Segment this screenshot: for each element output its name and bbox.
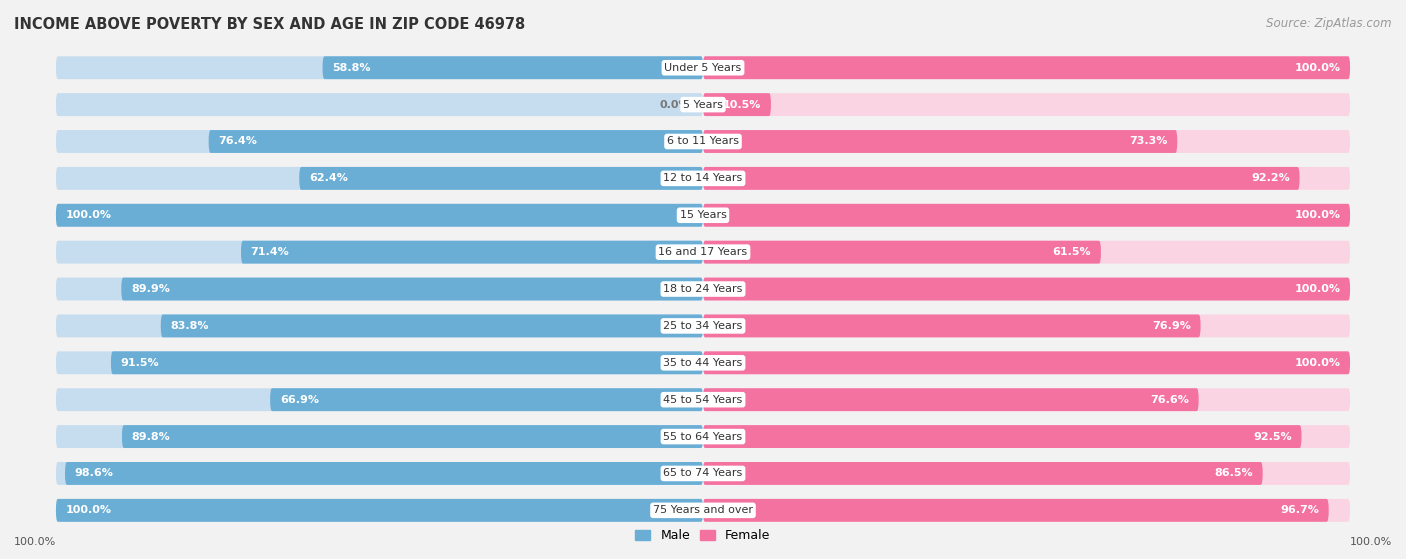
Text: 18 to 24 Years: 18 to 24 Years [664, 284, 742, 294]
Text: 65 to 74 Years: 65 to 74 Years [664, 468, 742, 479]
Text: 92.5%: 92.5% [1253, 432, 1292, 442]
FancyBboxPatch shape [703, 204, 1350, 227]
FancyBboxPatch shape [56, 462, 703, 485]
FancyBboxPatch shape [270, 389, 703, 411]
FancyBboxPatch shape [703, 93, 1350, 116]
Text: 61.5%: 61.5% [1053, 247, 1091, 257]
Text: 0.0%: 0.0% [659, 100, 690, 110]
Text: 98.6%: 98.6% [75, 468, 114, 479]
Text: 16 and 17 Years: 16 and 17 Years [658, 247, 748, 257]
Text: 45 to 54 Years: 45 to 54 Years [664, 395, 742, 405]
FancyBboxPatch shape [121, 278, 703, 301]
Text: 100.0%: 100.0% [1295, 284, 1340, 294]
FancyBboxPatch shape [56, 389, 703, 411]
FancyBboxPatch shape [56, 315, 703, 337]
Text: 62.4%: 62.4% [309, 173, 347, 183]
Text: 10.5%: 10.5% [723, 100, 761, 110]
FancyBboxPatch shape [703, 462, 1263, 485]
Text: 100.0%: 100.0% [1295, 210, 1340, 220]
Text: 76.9%: 76.9% [1152, 321, 1191, 331]
FancyBboxPatch shape [703, 167, 1350, 190]
FancyBboxPatch shape [703, 93, 770, 116]
Text: 96.7%: 96.7% [1279, 505, 1319, 515]
Text: Source: ZipAtlas.com: Source: ZipAtlas.com [1267, 17, 1392, 30]
FancyBboxPatch shape [703, 425, 1302, 448]
FancyBboxPatch shape [703, 352, 1350, 374]
FancyBboxPatch shape [56, 241, 703, 264]
Text: 89.8%: 89.8% [132, 432, 170, 442]
FancyBboxPatch shape [703, 130, 1350, 153]
FancyBboxPatch shape [111, 352, 703, 374]
Text: 91.5%: 91.5% [121, 358, 159, 368]
FancyBboxPatch shape [703, 389, 1199, 411]
FancyBboxPatch shape [703, 241, 1101, 264]
Text: 92.2%: 92.2% [1251, 173, 1289, 183]
FancyBboxPatch shape [240, 241, 703, 264]
Text: Under 5 Years: Under 5 Years [665, 63, 741, 73]
Text: 89.9%: 89.9% [131, 284, 170, 294]
FancyBboxPatch shape [703, 56, 1350, 79]
Text: 75 Years and over: 75 Years and over [652, 505, 754, 515]
Text: 100.0%: 100.0% [66, 210, 111, 220]
FancyBboxPatch shape [299, 167, 703, 190]
FancyBboxPatch shape [56, 130, 703, 153]
Text: 76.4%: 76.4% [218, 136, 257, 146]
FancyBboxPatch shape [703, 389, 1350, 411]
FancyBboxPatch shape [703, 352, 1350, 374]
FancyBboxPatch shape [56, 352, 703, 374]
Text: 73.3%: 73.3% [1129, 136, 1167, 146]
FancyBboxPatch shape [703, 167, 1299, 190]
FancyBboxPatch shape [208, 130, 703, 153]
Text: 15 Years: 15 Years [679, 210, 727, 220]
FancyBboxPatch shape [703, 130, 1177, 153]
FancyBboxPatch shape [703, 278, 1350, 301]
Legend: Male, Female: Male, Female [630, 524, 776, 547]
FancyBboxPatch shape [703, 204, 1350, 227]
Text: 12 to 14 Years: 12 to 14 Years [664, 173, 742, 183]
Text: 100.0%: 100.0% [14, 537, 56, 547]
Text: 100.0%: 100.0% [1295, 358, 1340, 368]
Text: 76.6%: 76.6% [1150, 395, 1189, 405]
Text: 83.8%: 83.8% [170, 321, 209, 331]
FancyBboxPatch shape [703, 499, 1350, 522]
Text: 71.4%: 71.4% [250, 247, 290, 257]
FancyBboxPatch shape [56, 499, 703, 522]
FancyBboxPatch shape [703, 425, 1350, 448]
FancyBboxPatch shape [703, 462, 1350, 485]
Text: 100.0%: 100.0% [1295, 63, 1340, 73]
FancyBboxPatch shape [56, 425, 703, 448]
FancyBboxPatch shape [56, 56, 703, 79]
Text: 86.5%: 86.5% [1215, 468, 1253, 479]
FancyBboxPatch shape [703, 56, 1350, 79]
FancyBboxPatch shape [56, 167, 703, 190]
Text: 5 Years: 5 Years [683, 100, 723, 110]
Text: 66.9%: 66.9% [280, 395, 319, 405]
Text: INCOME ABOVE POVERTY BY SEX AND AGE IN ZIP CODE 46978: INCOME ABOVE POVERTY BY SEX AND AGE IN Z… [14, 17, 526, 32]
Text: 25 to 34 Years: 25 to 34 Years [664, 321, 742, 331]
FancyBboxPatch shape [703, 315, 1350, 337]
Text: 55 to 64 Years: 55 to 64 Years [664, 432, 742, 442]
Text: 100.0%: 100.0% [1350, 537, 1392, 547]
Text: 100.0%: 100.0% [66, 505, 111, 515]
Text: 58.8%: 58.8% [332, 63, 371, 73]
FancyBboxPatch shape [56, 499, 703, 522]
Text: 35 to 44 Years: 35 to 44 Years [664, 358, 742, 368]
Text: 6 to 11 Years: 6 to 11 Years [666, 136, 740, 146]
FancyBboxPatch shape [122, 425, 703, 448]
FancyBboxPatch shape [65, 462, 703, 485]
FancyBboxPatch shape [703, 315, 1201, 337]
FancyBboxPatch shape [703, 278, 1350, 301]
FancyBboxPatch shape [56, 204, 703, 227]
FancyBboxPatch shape [703, 499, 1329, 522]
FancyBboxPatch shape [56, 278, 703, 301]
FancyBboxPatch shape [56, 93, 703, 116]
FancyBboxPatch shape [703, 241, 1350, 264]
FancyBboxPatch shape [160, 315, 703, 337]
FancyBboxPatch shape [322, 56, 703, 79]
FancyBboxPatch shape [56, 204, 703, 227]
